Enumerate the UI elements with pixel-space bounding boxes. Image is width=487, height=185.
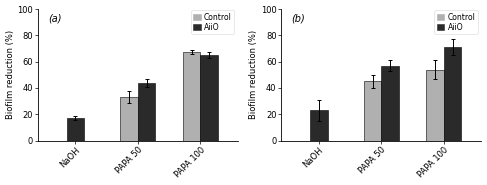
Text: (a): (a) [48, 13, 61, 23]
Bar [444, 47, 462, 141]
Text: (b): (b) [291, 13, 305, 23]
Bar [120, 97, 138, 141]
Y-axis label: Biofilm reduction (%): Biofilm reduction (%) [249, 30, 258, 119]
Bar [67, 118, 84, 141]
Bar [427, 70, 444, 141]
Bar [310, 110, 328, 141]
Bar [138, 83, 155, 141]
Legend: Control, AiiO: Control, AiiO [191, 10, 234, 34]
Bar [201, 55, 218, 141]
Legend: Control, AiiO: Control, AiiO [434, 10, 478, 34]
Bar [183, 53, 201, 141]
Y-axis label: Biofilm reduction (%): Biofilm reduction (%) [5, 30, 15, 119]
Bar [381, 66, 399, 141]
Bar [364, 81, 381, 141]
